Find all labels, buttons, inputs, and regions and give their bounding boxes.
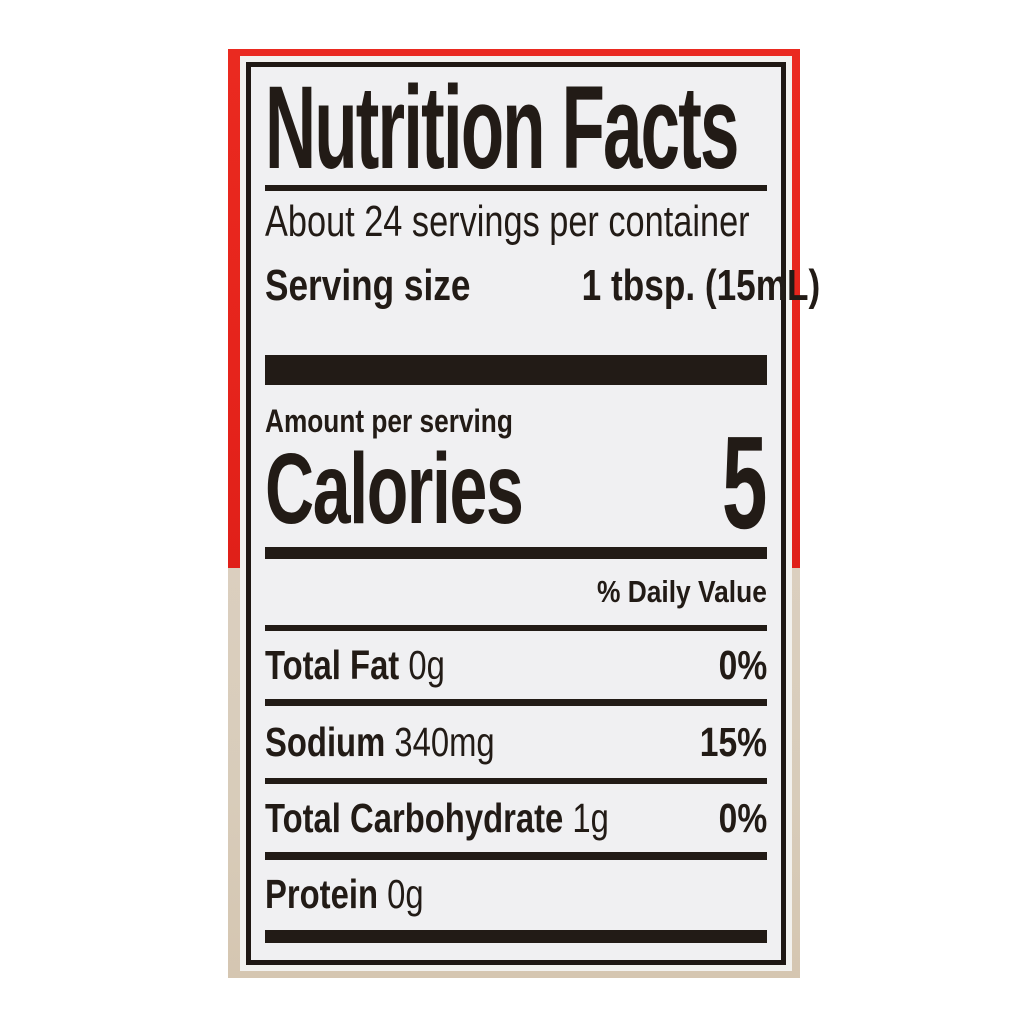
serving-size-value: 1 tbsp. (15mL) bbox=[581, 261, 821, 310]
serving-size-row: Serving size 1 tbsp. (15mL) bbox=[265, 253, 820, 319]
nutrient-row-sodium: Sodium 340mg 15% bbox=[265, 706, 767, 778]
nutrient-amount: 340mg bbox=[394, 718, 495, 765]
label-bottom-bar bbox=[265, 930, 767, 943]
nutrient-name: Sodium bbox=[265, 718, 386, 765]
amount-per-serving-row: Amount per serving bbox=[265, 402, 767, 439]
section-separator-bar bbox=[265, 355, 767, 385]
nutrient-name: Total Carbohydrate bbox=[265, 794, 564, 841]
calories-label: Calories bbox=[265, 433, 524, 545]
divider bbox=[265, 852, 767, 860]
nutrient-daily-value: 15% bbox=[699, 718, 767, 765]
nutrient-row-total-carbohydrate: Total Carbohydrate 1g 0% bbox=[265, 784, 767, 852]
nutrient-daily-value: 0% bbox=[718, 794, 767, 841]
nutrient-amount: 0g bbox=[387, 870, 424, 917]
servings-per-container-text: About 24 servings per container bbox=[265, 197, 750, 246]
nutrient-daily-value: 0% bbox=[718, 641, 767, 688]
nutrient-amount: 1g bbox=[572, 794, 609, 841]
nutrient-row-total-fat: Total Fat 0g 0% bbox=[265, 631, 767, 699]
nutrient-amount: 0g bbox=[408, 641, 445, 688]
label-title: Nutrition Facts bbox=[265, 62, 739, 195]
divider bbox=[265, 625, 767, 631]
daily-value-header-row: % Daily Value bbox=[265, 559, 767, 625]
serving-size-label: Serving size bbox=[265, 261, 471, 310]
calories-row: Calories 5 bbox=[265, 416, 767, 548]
divider bbox=[265, 778, 767, 784]
calories-value: 5 bbox=[721, 408, 767, 556]
calories-divider bbox=[265, 547, 767, 559]
daily-value-header: % Daily Value bbox=[597, 574, 767, 609]
title-divider bbox=[265, 185, 767, 191]
divider bbox=[265, 699, 767, 706]
label-title-row: Nutrition Facts bbox=[265, 62, 767, 195]
nutrient-row-protein: Protein 0g bbox=[265, 860, 767, 928]
nutrient-name: Protein bbox=[265, 870, 378, 917]
nutrient-name: Total Fat bbox=[265, 641, 400, 688]
nutrition-facts-label: Nutrition Facts About 24 servings per co… bbox=[246, 62, 820, 965]
amount-per-serving-text: Amount per serving bbox=[265, 402, 513, 439]
servings-row: About 24 servings per container bbox=[265, 191, 767, 253]
